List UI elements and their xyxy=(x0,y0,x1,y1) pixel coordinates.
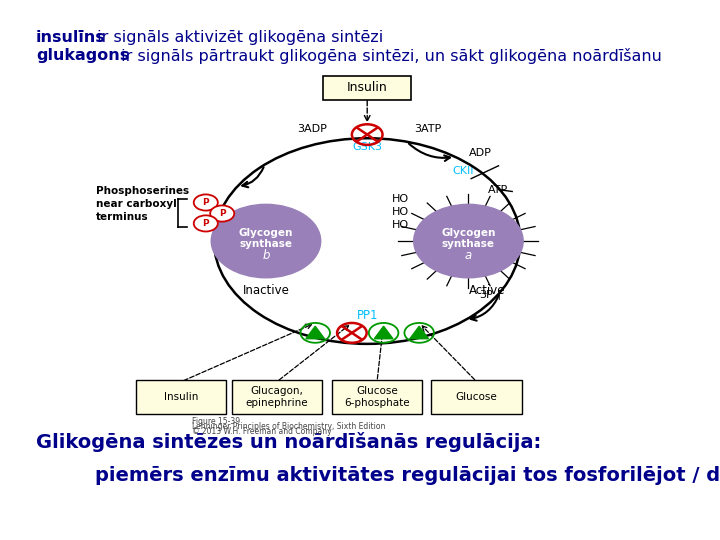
Text: i: i xyxy=(497,293,500,302)
Text: 3ADP: 3ADP xyxy=(297,124,328,134)
Text: insulīns: insulīns xyxy=(36,30,106,45)
Text: © 2013 W.H. Freeman and Company: © 2013 W.H. Freeman and Company xyxy=(192,427,332,436)
Text: Glycogen: Glycogen xyxy=(441,228,495,238)
Text: near carboxyl: near carboxyl xyxy=(96,199,177,210)
Text: piemērs enzīmu aktivitātes regulācijai tos fosforilējot / defosforilējot: piemērs enzīmu aktivitātes regulācijai t… xyxy=(95,466,720,485)
Text: Active: Active xyxy=(469,284,506,297)
Text: GSK3: GSK3 xyxy=(352,143,382,152)
Circle shape xyxy=(210,205,234,221)
Text: b: b xyxy=(262,248,270,261)
Text: synthase: synthase xyxy=(442,239,495,249)
Text: 3ATP: 3ATP xyxy=(414,124,441,134)
Text: P: P xyxy=(202,198,209,207)
Text: HO: HO xyxy=(392,194,409,204)
Text: ADP: ADP xyxy=(469,148,491,158)
Text: HO: HO xyxy=(392,207,409,217)
Text: HO: HO xyxy=(392,220,409,229)
Text: Phosphoserines: Phosphoserines xyxy=(96,186,189,197)
FancyBboxPatch shape xyxy=(332,380,422,414)
Text: Insulin: Insulin xyxy=(164,392,198,402)
Text: a: a xyxy=(465,248,472,261)
Text: Figure 15-39: Figure 15-39 xyxy=(192,417,240,426)
Circle shape xyxy=(194,194,218,211)
Text: CKII: CKII xyxy=(452,166,474,176)
Polygon shape xyxy=(410,326,428,339)
Text: PP1: PP1 xyxy=(356,309,378,322)
Text: Lehninger Principles of Biochemistry, Sixth Edition: Lehninger Principles of Biochemistry, Si… xyxy=(192,422,385,431)
Circle shape xyxy=(414,204,523,278)
Text: P: P xyxy=(219,209,225,218)
Text: P: P xyxy=(202,219,209,228)
Text: 3P: 3P xyxy=(480,291,493,300)
Text: glukagons: glukagons xyxy=(36,48,130,63)
Text: ir signāls pārtraukt glikogēna sintēzi, un sākt glikogēna noārdīšanu: ir signāls pārtraukt glikogēna sintēzi, … xyxy=(116,48,662,64)
Text: synthase: synthase xyxy=(240,239,292,249)
Text: ir signāls aktivizēt glikogēna sintēzi: ir signāls aktivizēt glikogēna sintēzi xyxy=(92,30,383,45)
Text: Glikogēna sintēzes un noārdīšanās regulācija:: Glikogēna sintēzes un noārdīšanās regulā… xyxy=(36,432,541,452)
Text: ATP: ATP xyxy=(487,185,508,194)
Circle shape xyxy=(194,215,218,232)
FancyBboxPatch shape xyxy=(323,76,411,100)
Text: Insulin: Insulin xyxy=(347,81,387,94)
Text: Glycogen: Glycogen xyxy=(239,228,293,238)
Text: Glucagon,
epinephrine: Glucagon, epinephrine xyxy=(246,386,308,408)
Polygon shape xyxy=(306,326,325,339)
FancyBboxPatch shape xyxy=(232,380,322,414)
Text: terminus: terminus xyxy=(96,212,149,222)
Polygon shape xyxy=(374,326,393,339)
Text: Glucose
6-phosphate: Glucose 6-phosphate xyxy=(344,386,410,408)
FancyBboxPatch shape xyxy=(431,380,522,414)
FancyBboxPatch shape xyxy=(136,380,226,414)
Text: Glucose: Glucose xyxy=(456,392,498,402)
Circle shape xyxy=(211,204,320,278)
Text: Inactive: Inactive xyxy=(243,284,289,297)
